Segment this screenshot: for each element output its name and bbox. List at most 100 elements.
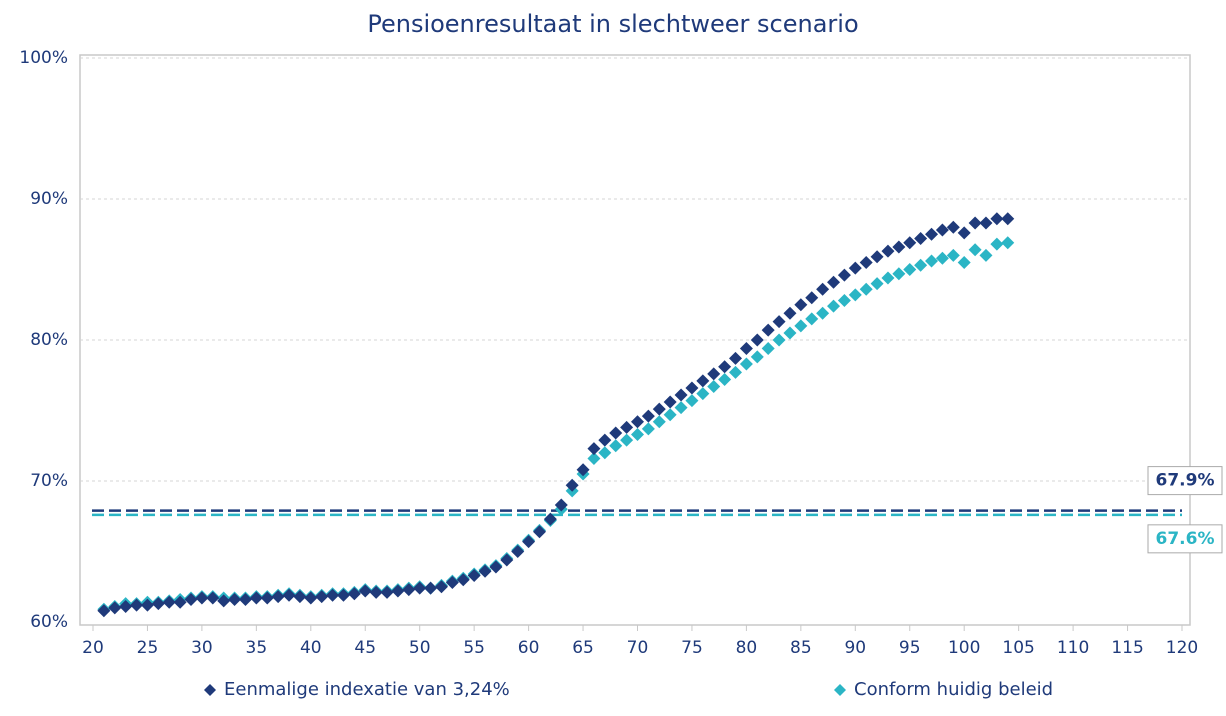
point: [925, 227, 939, 241]
x-tick-label: 60: [518, 638, 540, 658]
point: [903, 263, 917, 276]
point: [173, 595, 187, 609]
y-tick-label: 70%: [30, 471, 68, 491]
point: [848, 288, 862, 302]
point: [903, 236, 917, 250]
point: [140, 598, 154, 612]
point: [554, 498, 568, 512]
point: [946, 248, 960, 262]
point: [968, 243, 982, 257]
point: [402, 583, 416, 597]
point: [870, 250, 884, 264]
point: [249, 591, 263, 605]
point: [347, 587, 361, 601]
point: [119, 599, 133, 613]
x-tick-label: 30: [191, 638, 213, 658]
point: [935, 251, 949, 265]
point: [892, 240, 906, 254]
point: [217, 594, 231, 608]
point: [729, 365, 743, 379]
point: [500, 553, 514, 567]
point: [228, 592, 242, 606]
point: [805, 312, 819, 326]
reference-label-box: [1147, 524, 1223, 554]
point: [380, 585, 394, 599]
point: [979, 248, 993, 262]
legend-swatch: [204, 684, 216, 696]
point: [685, 394, 699, 408]
point: [652, 415, 666, 429]
point: [925, 254, 939, 268]
point: [750, 350, 764, 364]
point: [358, 584, 372, 598]
x-tick-label: 45: [354, 638, 376, 658]
point: [478, 564, 492, 578]
point: [783, 326, 797, 340]
legend-label: Eenmalige indexatie van 3,24%: [224, 679, 510, 700]
point: [620, 433, 634, 447]
point: [827, 275, 841, 289]
point: [271, 590, 285, 604]
x-tick-label: 85: [790, 638, 812, 658]
x-tick-label: 120: [1166, 638, 1198, 658]
point: [914, 258, 928, 272]
point: [881, 244, 895, 258]
point: [620, 420, 634, 434]
reference-label-box: [1147, 466, 1223, 496]
point: [750, 333, 764, 347]
point: [772, 333, 786, 347]
point: [598, 433, 612, 447]
point: [315, 590, 329, 604]
point: [663, 408, 677, 422]
x-tick-label: 80: [736, 638, 758, 658]
x-tick-label: 50: [409, 638, 431, 658]
point: [326, 588, 340, 602]
x-tick-label: 40: [300, 638, 322, 658]
point: [598, 446, 612, 460]
point: [761, 341, 775, 355]
point: [108, 601, 122, 615]
point: [206, 591, 220, 605]
point: [130, 598, 144, 612]
x-tick-label: 25: [137, 638, 159, 658]
point: [424, 581, 438, 595]
x-tick-label: 110: [1057, 638, 1089, 658]
point: [445, 576, 459, 590]
point: [631, 427, 644, 441]
point: [816, 282, 830, 296]
point: [729, 351, 743, 365]
chart-title: Pensioenresultaat in slechtweer scenario: [367, 10, 858, 38]
point: [522, 535, 536, 549]
point: [718, 372, 732, 386]
point: [587, 442, 601, 456]
point: [576, 463, 590, 477]
point: [739, 341, 753, 355]
point: [195, 591, 209, 605]
point: [914, 231, 928, 245]
point: [761, 323, 775, 337]
point: [532, 525, 546, 539]
point: [391, 584, 405, 598]
point: [816, 306, 830, 320]
point: [957, 226, 971, 240]
point: [783, 306, 797, 320]
point: [696, 387, 710, 401]
x-tick-label: 100: [948, 638, 980, 658]
point: [674, 388, 688, 402]
point: [870, 277, 884, 291]
point: [990, 237, 1004, 251]
point: [456, 573, 470, 587]
point: [946, 220, 960, 234]
reference-label: 67.9%: [1156, 471, 1215, 491]
point: [794, 319, 808, 333]
point: [467, 568, 481, 582]
point: [282, 588, 296, 602]
point: [304, 591, 318, 605]
point: [892, 267, 906, 281]
point: [674, 401, 688, 415]
point: [957, 255, 971, 269]
point: [794, 298, 808, 312]
point: [990, 212, 1004, 226]
point: [1001, 212, 1015, 226]
point: [162, 595, 176, 609]
